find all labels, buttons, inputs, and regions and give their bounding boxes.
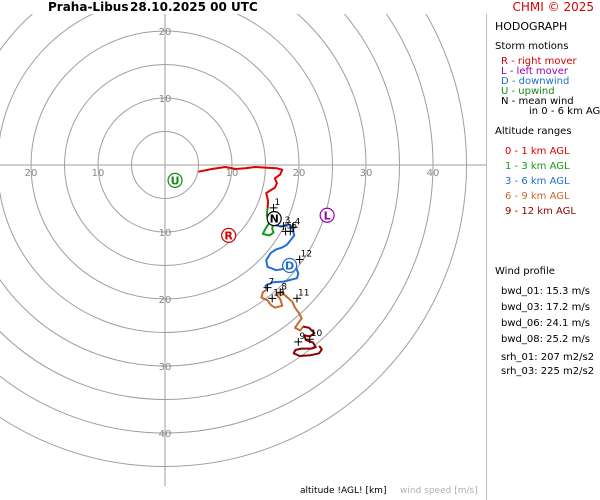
height-marker-label: 6 [291,221,297,231]
bwd-03: bwd_03: 17.2 m/s [501,302,590,313]
range-ring [0,14,434,434]
height-marker-label: 11 [298,288,309,298]
hodograph-series-0 [198,166,284,209]
y-tick-label: 40 [159,429,172,440]
y-tick-label: 20 [159,27,172,38]
height-marker-label: 10 [311,329,323,339]
srh-03: srh_03: 225 m2/s2 [501,366,595,377]
height-marker-label: 13 [273,288,284,298]
storm-point-label: N [270,213,279,226]
height-marker [294,337,303,346]
hodograph-grid: 20 10 10 20 30 40 20 10 10 20 30 40 [0,14,486,486]
storm-point-N [266,211,282,227]
y-tick-label: 10 [159,228,172,239]
height-marker [279,221,288,230]
storm-motion-note: in 0 - 6 km AGL [529,106,600,117]
credit-text: CHMI © 2025 [512,0,594,14]
height-marker [305,335,314,344]
height-marker-label: 1 [275,198,281,208]
storm-point-label: U [171,174,180,187]
storm-point-U [167,172,183,189]
height-marker-label: 5 [287,221,293,231]
storm-point-label: R [224,229,233,242]
altitude-range-1-3: 1 - 3 km AGL [505,161,570,172]
storm-motions-title: Storm motions [495,41,569,52]
x-tick-label: 20 [25,168,38,179]
storm-point-label: D [285,260,294,273]
height-marker [292,294,301,303]
x-tick-label: 20 [293,168,306,179]
altitude-title: Altitude ranges [495,126,572,137]
x-tick-label: 10 [226,168,239,179]
storm-point-label: L [324,209,331,222]
height-marker-label: 4 [295,217,301,227]
altitude-range-3-6: 3 - 6 km AGL [505,176,570,187]
altitude-axis-label: altitude !AGL! [km] [300,486,387,496]
height-marker-label: 7 [269,278,275,288]
hodograph-series-4 [292,325,323,357]
storm-point-R [221,227,237,243]
storm-motion-downwind: D - downwind [501,76,570,87]
panel-title: HODOGRAPH [495,20,568,33]
storm-point-L [319,207,335,223]
height-marker [289,223,298,232]
y-tick-label: 10 [159,94,172,105]
srh-01: srh_01: 207 m2/s2 [501,352,595,363]
bwd-08: bwd_08: 25.2 m/s [501,334,590,345]
height-marker-label: 8 [281,282,287,292]
altitude-range-6-9: 6 - 9 km AGL [505,191,570,202]
storm-motion-right: R - right mover [501,56,577,67]
title-bar: Praha-Libus 28.10.2025 00 UTC CHMI © 202… [0,0,600,14]
storm-point-D [282,257,298,274]
height-marker [295,255,304,264]
x-tick-label: 40 [427,168,440,179]
height-marker [276,288,285,297]
altitude-range-0-1: 0 - 1 km AGL [505,146,570,157]
y-tick-label: 30 [159,362,172,373]
station-name: Praha-Libus [48,0,129,14]
height-marker-label: 12 [301,249,312,259]
height-marker [286,227,295,236]
storm-motion-mean: N - mean wind [501,96,574,107]
range-ring [0,14,367,367]
height-marker [268,294,277,303]
y-tick-label: 20 [159,295,172,306]
wind-speed-axis-label: wind speed [m/s] [400,486,478,496]
bwd-01: bwd_01: 15.3 m/s [501,286,590,297]
altitude-range-9-12: 9 - 12 km AGL [505,206,576,217]
range-ring [0,14,400,400]
storm-motion-left: L - left mover [501,66,568,77]
x-tick-label: 30 [360,168,373,179]
height-marker-label: 9 [299,332,305,342]
wind-profile-title: Wind profile [495,266,555,277]
height-marker-label: 3 [285,216,291,226]
bwd-06: bwd_06: 24.1 m/s [501,318,590,329]
height-marker [263,283,272,292]
height-marker [269,203,278,212]
forecast-datetime: 28.10.2025 00 UTC [130,0,258,14]
x-tick-label: 10 [92,168,105,179]
storm-motion-upwind: U - upwind [501,86,555,97]
info-panel: HODOGRAPH Storm motions R - right mover … [486,14,600,500]
